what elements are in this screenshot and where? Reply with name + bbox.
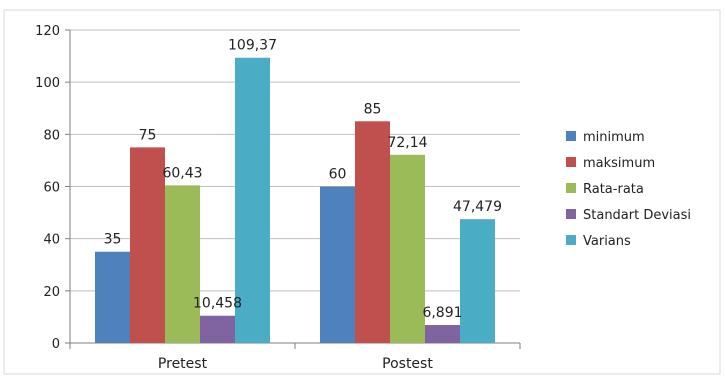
legend-swatch (566, 131, 576, 141)
data-label: 85 (364, 101, 382, 117)
y-tick-label: 120 (35, 24, 60, 39)
bar (95, 251, 130, 343)
x-category-label: Pretest (158, 356, 208, 372)
data-label: 60 (329, 167, 347, 183)
y-tick-label: 60 (43, 181, 60, 196)
y-tick-label: 20 (43, 285, 60, 300)
legend-swatch (566, 183, 576, 193)
data-label: 75 (139, 127, 157, 143)
legend-label: Rata-rata (583, 182, 644, 197)
x-category-label: Postest (382, 356, 433, 372)
bar (235, 57, 270, 343)
bars (95, 57, 495, 344)
data-label: 47,479 (453, 199, 502, 215)
legend-swatch (566, 235, 576, 245)
bar (390, 154, 425, 343)
y-tick-label: 40 (43, 233, 60, 248)
bar (460, 219, 495, 343)
bar (320, 186, 355, 343)
data-label: 109,37 (228, 38, 277, 54)
bar (355, 121, 390, 344)
data-label: 60,43 (162, 165, 202, 181)
bar (165, 185, 200, 343)
bar (200, 315, 235, 343)
legend-label: minimum (583, 130, 645, 145)
data-label: 10,458 (193, 296, 242, 312)
legend-swatch (566, 209, 576, 219)
bar (130, 147, 165, 343)
data-label: 72,14 (387, 135, 427, 151)
legend-swatch (566, 157, 576, 167)
data-label: 35 (104, 232, 122, 248)
bar (425, 325, 460, 343)
y-tick-label: 0 (52, 337, 60, 352)
y-tick-label: 100 (35, 76, 60, 91)
legend-label: Standart Deviasi (583, 208, 691, 223)
legend-label: maksimum (583, 156, 655, 171)
y-tick-label: 80 (43, 128, 60, 143)
data-label: 6,891 (422, 305, 462, 321)
data-labels: 35 75 60,43 10,458 109,37 60 85 72,14 6,891 47,47… (104, 38, 502, 321)
legend: minimum maksimum Rata-rata Standart Deviasi… (566, 130, 691, 249)
legend-label: Varians (583, 234, 631, 249)
